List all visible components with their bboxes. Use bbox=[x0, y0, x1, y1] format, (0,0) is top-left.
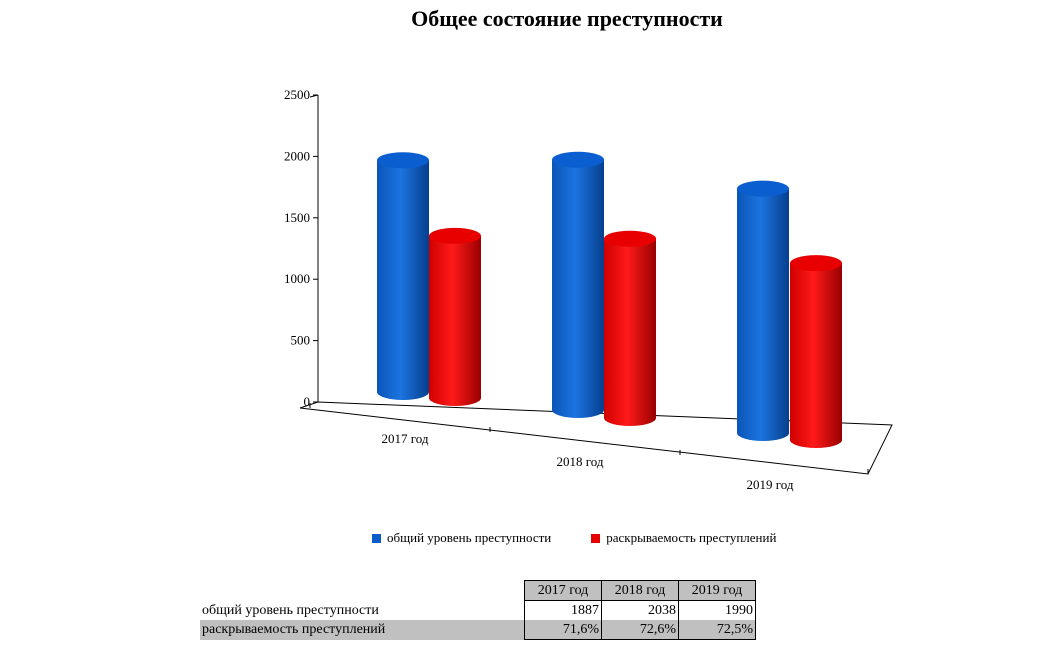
bar-solved-2 bbox=[790, 255, 842, 448]
y-tick-label: 2000 bbox=[284, 148, 310, 163]
table-cell: 72,6% bbox=[601, 620, 679, 640]
bar-solved-1 bbox=[604, 230, 656, 426]
legend-swatch-total bbox=[372, 533, 381, 543]
table-row: общий уровень преступности 1887 2038 199… bbox=[200, 600, 756, 620]
chart-title: Общее состояние преступности bbox=[411, 6, 723, 31]
legend-label-solved: раскрываемость преступлений bbox=[606, 530, 777, 545]
bar-top bbox=[429, 227, 481, 244]
y-tick-label: 500 bbox=[291, 333, 311, 348]
table-cell: 2038 bbox=[601, 600, 679, 620]
table-row-label: общий уровень преступности bbox=[202, 602, 379, 618]
bar-total-2 bbox=[737, 180, 789, 441]
bar-solved-0 bbox=[429, 227, 481, 406]
bar-top bbox=[790, 255, 842, 272]
legend-label-total: общий уровень преступности bbox=[387, 530, 552, 545]
table-cell: 71,6% bbox=[524, 620, 602, 640]
bar-total-0 bbox=[377, 152, 429, 400]
bar-body bbox=[737, 188, 789, 441]
data-table: 2017 год 2018 год 2019 год общий уровень… bbox=[200, 580, 756, 640]
table-header-2018: 2018 год bbox=[601, 580, 679, 601]
bar-body bbox=[552, 159, 604, 419]
bar-body bbox=[790, 263, 842, 448]
table-row: раскрываемость преступлений 71,6% 72,6% … bbox=[200, 620, 756, 640]
bar-top bbox=[604, 230, 656, 247]
y-tick-label: 1500 bbox=[284, 210, 310, 225]
table-cell: 72,5% bbox=[678, 620, 756, 640]
table-row-label: раскрываемость преступлений bbox=[200, 620, 525, 640]
legend-item-total: общий уровень преступности bbox=[372, 530, 551, 546]
bar-body bbox=[429, 235, 481, 406]
x-tick-label: 2018 год bbox=[557, 454, 604, 469]
y-tick-label: 1000 bbox=[284, 271, 310, 286]
bar-top bbox=[552, 151, 604, 168]
table-header-blank bbox=[200, 581, 525, 601]
x-tick-label: 2017 год bbox=[382, 431, 429, 446]
bar-body bbox=[604, 238, 656, 426]
axes bbox=[299, 94, 893, 475]
bar-total-1 bbox=[552, 151, 604, 419]
legend-swatch-solved bbox=[591, 533, 601, 543]
table-header-row: 2017 год 2018 год 2019 год bbox=[200, 580, 756, 601]
y-tick-label: 0 bbox=[304, 394, 311, 409]
x-tick-label: 2019 год bbox=[747, 477, 794, 492]
legend-item-solved: раскрываемость преступлений bbox=[591, 530, 776, 546]
table-cell: 1887 bbox=[524, 600, 602, 620]
legend: общий уровень преступности раскрываемост… bbox=[372, 530, 816, 546]
table-header-2017: 2017 год bbox=[524, 580, 602, 601]
axis-labels: 0 500 1000 1500 2000 2500 2017 год 2018 год 2019… bbox=[284, 87, 794, 492]
bar-body bbox=[377, 160, 429, 400]
table-header-2019: 2019 год bbox=[678, 580, 756, 601]
bar-top bbox=[377, 152, 429, 169]
bar-top bbox=[737, 180, 789, 197]
bars bbox=[377, 151, 842, 448]
table-cell: 1990 bbox=[678, 600, 756, 620]
y-tick-label: 2500 bbox=[284, 87, 310, 102]
